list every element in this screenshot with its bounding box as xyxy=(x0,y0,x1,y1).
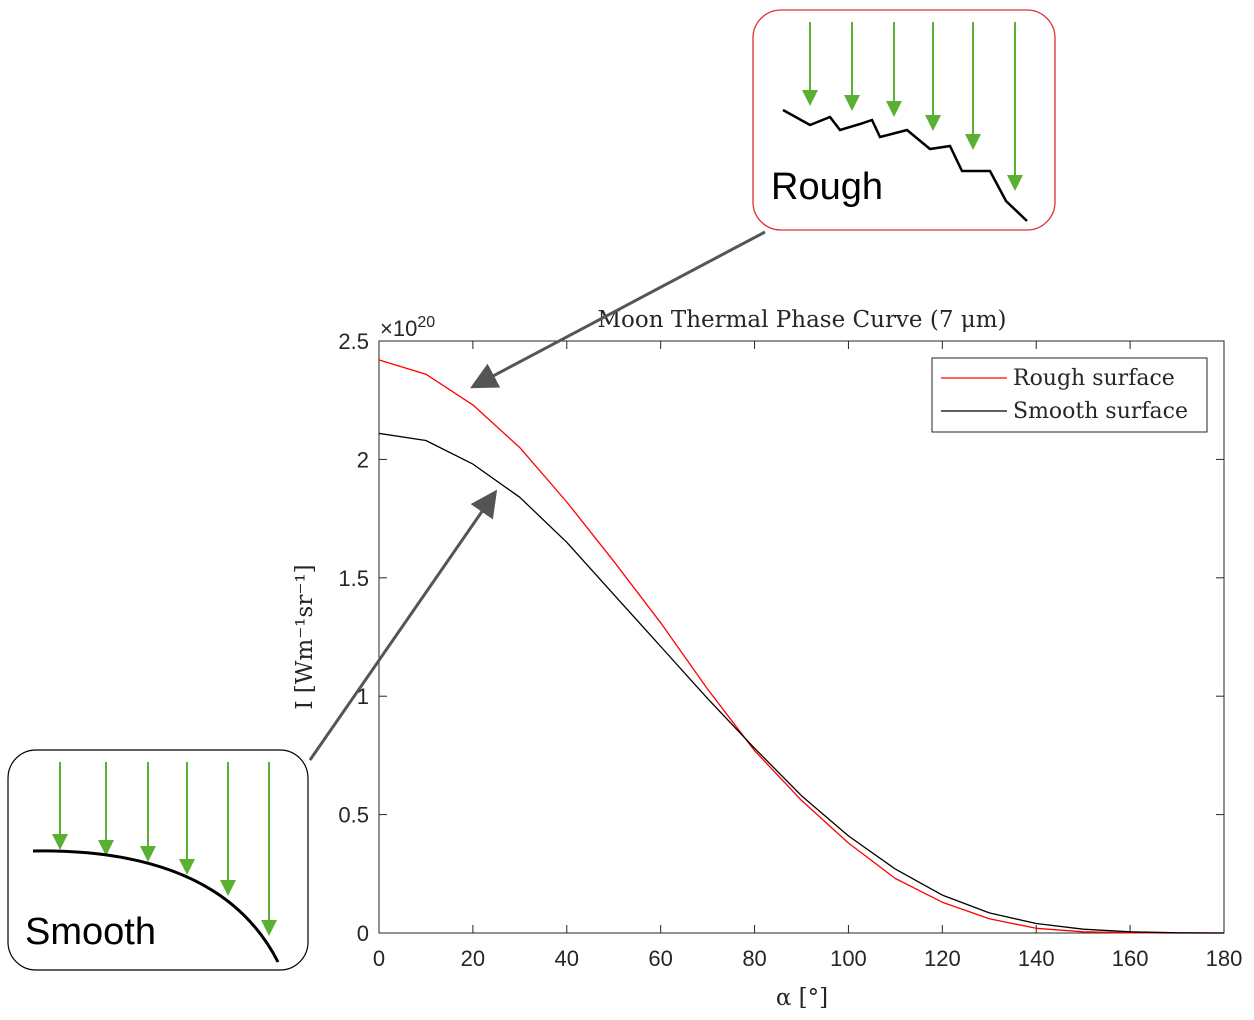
x-tick-label: 20 xyxy=(461,946,485,971)
y-multiplier-exponent: 20 xyxy=(417,314,435,331)
smooth-pointer-arrow-icon xyxy=(308,489,498,761)
x-tick-label: 40 xyxy=(555,946,579,971)
y-tick-label: 1.5 xyxy=(338,566,369,591)
smooth-callout: Smooth xyxy=(7,749,309,971)
smooth-callout-box xyxy=(7,749,309,971)
rough-surface-profile-icon xyxy=(782,108,1028,222)
x-tick-label: 120 xyxy=(924,946,961,971)
rough-pointer-arrow-icon xyxy=(470,230,766,389)
legend-label-rough: Rough surface xyxy=(1013,366,1175,391)
smooth-surface-profile-icon xyxy=(32,849,280,963)
x-tick-label: 160 xyxy=(1112,946,1149,971)
rough-callout-label: Rough xyxy=(771,166,883,208)
rough-callout-box xyxy=(752,9,1056,231)
x-tick-label: 140 xyxy=(1018,946,1055,971)
series-lines xyxy=(378,359,1225,934)
plot-area xyxy=(378,340,1225,934)
x-tick-label: 0 xyxy=(373,946,385,971)
x-tick-label: 180 xyxy=(1206,946,1243,971)
chart-title-text: Moon Thermal Phase Curve (7 μm) xyxy=(597,307,1006,333)
smooth-callout-label: Smooth xyxy=(25,911,156,953)
legend-box xyxy=(931,357,1208,433)
x-tick-label: 80 xyxy=(742,946,766,971)
y-tick-label: 0.5 xyxy=(338,803,369,828)
rough-callout: Rough xyxy=(752,9,1056,231)
y-axis-label: I [Wm⁻¹sr⁻¹] xyxy=(292,564,318,709)
y-multiplier-base: ×10 xyxy=(380,316,417,341)
x-tick-label: 100 xyxy=(830,946,867,971)
y-ticks: 00.511.522.5 xyxy=(338,329,1224,946)
series-line-rough-surface xyxy=(378,359,1224,934)
y-tick-label: 2.5 xyxy=(338,329,369,354)
y-multiplier: ×1020 xyxy=(380,314,435,341)
x-axis-label: α [°] xyxy=(776,985,828,1011)
x-tick-label: 60 xyxy=(648,946,672,971)
chart-title: Moon Thermal Phase Curve (7 μm) xyxy=(597,307,1006,333)
series-line-smooth-surface xyxy=(378,432,1225,934)
y-tick-label: 2 xyxy=(357,447,369,472)
y-tick-label: 0 xyxy=(357,921,369,946)
x-ticks: 0 20 40 60 80 100 120 140 160 180 xyxy=(373,341,1242,971)
legend-label-smooth: Smooth surface xyxy=(1013,399,1188,424)
legend: Rough surface Smooth surface xyxy=(931,357,1208,433)
